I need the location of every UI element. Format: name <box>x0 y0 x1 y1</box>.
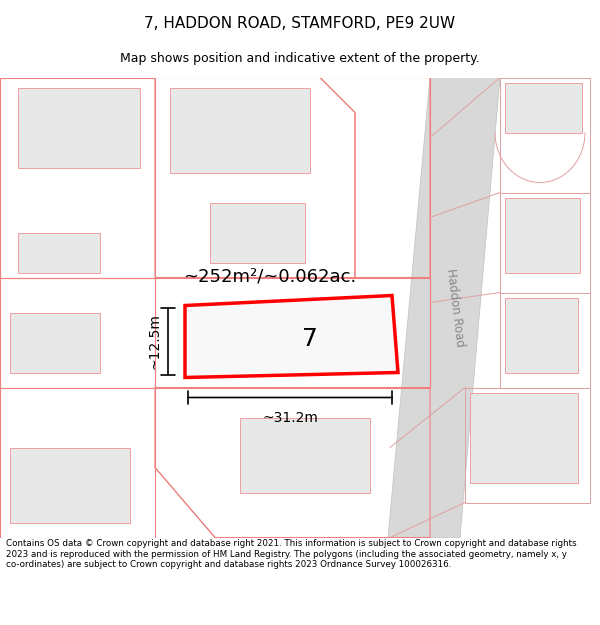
Text: 7, HADDON ROAD, STAMFORD, PE9 2UW: 7, HADDON ROAD, STAMFORD, PE9 2UW <box>145 16 455 31</box>
Polygon shape <box>18 88 140 168</box>
Polygon shape <box>10 448 130 522</box>
Polygon shape <box>270 302 388 368</box>
Text: ~12.5m: ~12.5m <box>148 314 162 369</box>
Polygon shape <box>18 232 100 272</box>
Polygon shape <box>170 88 310 172</box>
Polygon shape <box>240 418 370 492</box>
Polygon shape <box>505 198 580 272</box>
Polygon shape <box>505 298 578 372</box>
Polygon shape <box>10 312 100 372</box>
Text: Haddon Road: Haddon Road <box>444 268 466 348</box>
Polygon shape <box>210 202 305 262</box>
Text: 7: 7 <box>302 328 318 351</box>
Text: ~31.2m: ~31.2m <box>262 411 318 424</box>
Polygon shape <box>190 308 265 348</box>
Text: Contains OS data © Crown copyright and database right 2021. This information is : Contains OS data © Crown copyright and d… <box>6 539 577 569</box>
Polygon shape <box>388 78 500 538</box>
Text: Map shows position and indicative extent of the property.: Map shows position and indicative extent… <box>120 52 480 64</box>
Polygon shape <box>185 296 398 378</box>
Text: ~252m²/~0.062ac.: ~252m²/~0.062ac. <box>184 268 356 286</box>
Polygon shape <box>470 392 578 482</box>
Polygon shape <box>505 82 582 132</box>
